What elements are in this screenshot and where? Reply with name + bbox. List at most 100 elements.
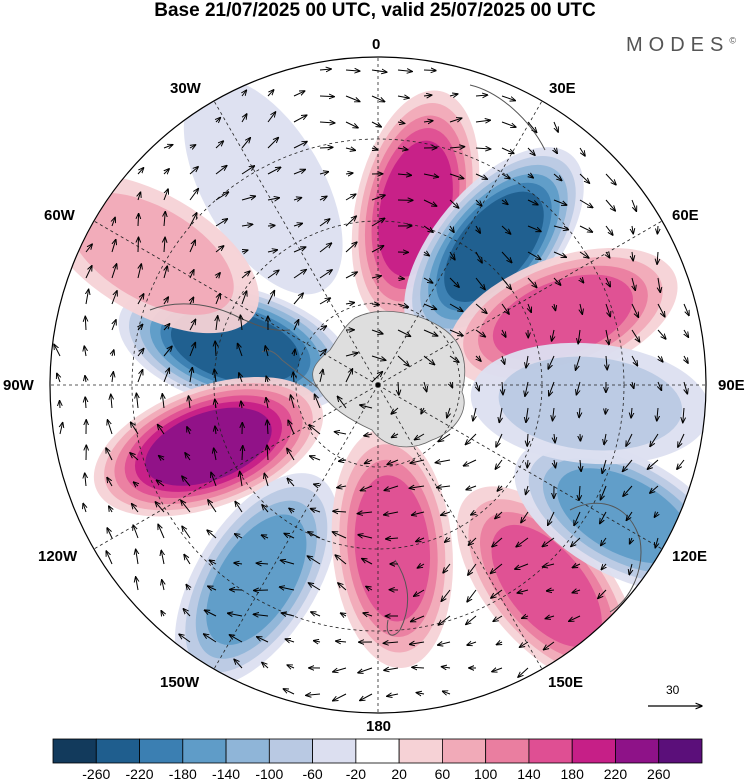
wind-arrow [333,667,347,672]
anomaly-field [50,77,706,687]
wind-arrow [162,580,164,591]
colorbar-tick-label: 60 [434,766,451,782]
wind-arrow [441,512,451,515]
wind-arrow [131,422,139,435]
wind-arrow [106,448,113,461]
wind-arrow [526,485,528,495]
wind-arrow [308,532,321,539]
wind-arrow [447,407,450,418]
wind-arrow [186,584,190,590]
wind-arrow [497,486,502,491]
wind-arrow [85,244,92,253]
wind-arrow [605,225,613,235]
wind-arrow [190,297,194,305]
colorbar-segment [268,738,314,764]
wind-arrow [138,324,143,331]
wind-arrow [207,530,217,539]
wind-arrow [345,242,357,253]
wind-arrow [502,355,505,364]
wind-arrow [391,434,399,437]
wind-arrow [600,485,607,500]
wind-arrow [371,372,383,383]
wind-arrow [240,471,242,487]
wind-arrow [386,538,399,539]
wind-arrow [85,397,86,409]
wind-arrow [683,407,684,423]
wind-arrow [86,289,89,305]
wind-arrow [423,303,437,309]
wind-arrow [107,477,113,487]
wind-arrow [267,137,278,149]
wind-arrow [267,290,274,305]
label-lon-90e: 90E [718,377,745,394]
wind-arrow [554,459,555,468]
wind-arrow [449,173,464,179]
meridian-line [377,384,543,670]
wind-arrow [280,560,295,565]
wind-arrow [241,224,253,226]
wind-arrow [443,563,451,573]
wind-arrow [333,693,347,701]
wind-arrow [345,353,358,356]
wind-arrow [112,217,115,227]
wind-arrow [579,225,593,232]
wind-arrow [208,586,217,590]
wind-arrow [284,533,295,539]
wind-arrow [133,525,139,539]
wind-arrow [334,432,347,434]
wind-arrow [188,396,190,409]
wind-arrow [397,278,404,279]
wind-arrow [281,613,295,616]
wind-arrow [475,303,487,313]
wind-arrow [622,459,633,472]
wind-arrow [548,511,555,525]
wind-arrow [319,96,334,97]
wind-arrow [371,70,387,72]
wind-arrow [279,587,295,590]
wind-arrow [421,407,424,414]
wind-arrow [465,433,477,445]
wind-arrow [267,112,276,123]
wind-arrow [136,549,138,565]
wind-arrow [423,174,439,177]
wind-arrow [208,500,217,513]
wind-arrow [528,303,531,312]
wind-arrow [189,213,197,227]
wind-arrow [267,250,277,252]
wind-arrow [397,355,409,366]
wind-arrow [575,355,581,370]
wind-arrow [658,381,661,390]
wind-arrow [215,246,224,253]
wind-arrow [515,563,529,569]
wind-arrow [57,373,60,383]
wind-arrow [545,616,555,619]
colorbar-tick-label: -180 [168,766,197,782]
wind-arrow [112,320,116,331]
wind-arrow [293,91,305,97]
wind-arrow [658,355,663,362]
wind-arrow [158,524,165,539]
wind-arrow [553,199,567,205]
latitude-circle [131,138,625,632]
wind-arrow [345,272,357,279]
wind-arrow [552,329,554,341]
wind-arrow [517,590,529,593]
wind-arrow [417,564,425,568]
wind-arrow [476,225,480,233]
wind-arrow [496,642,502,645]
wind-arrow [397,122,405,123]
wind-arrow [387,694,399,696]
wind-arrow [319,270,332,279]
wind-arrow [468,563,477,575]
wind-arrow [288,420,295,435]
wind-arrow [241,114,247,123]
wind-arrow [546,590,555,591]
wind-arrow [424,381,427,392]
wind-arrow [606,329,609,345]
wind-arrow [632,225,633,234]
wind-arrow [85,266,92,279]
wind-arrow [234,563,243,564]
wind-arrow [363,613,373,616]
wind-arrow [189,167,198,175]
